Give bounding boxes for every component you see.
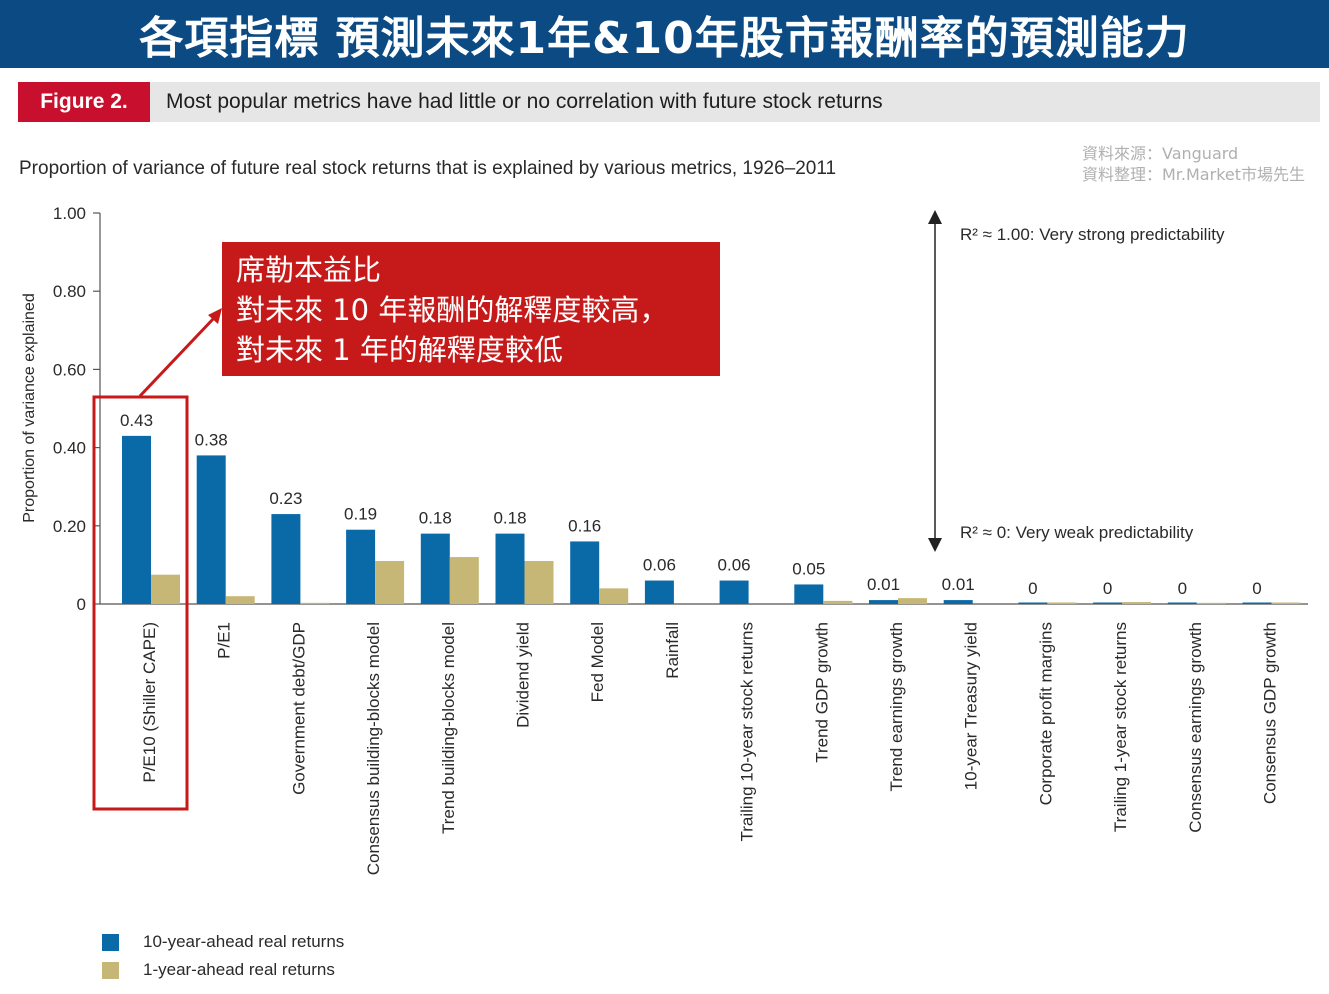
bar-10-year (1018, 602, 1048, 604)
legend-swatch-10-year (102, 933, 119, 951)
y-tick-label: 0.60 (53, 360, 86, 379)
data-label: 0.38 (195, 430, 228, 449)
bar-1-year (225, 596, 255, 604)
category-label: Consensus GDP growth (1261, 622, 1280, 804)
highlight-box (92, 395, 189, 811)
source-note: 資料來源：Vanguard 資料整理：Mr.Market市場先生 (1082, 143, 1305, 185)
bar-10-year (943, 600, 973, 604)
data-label: 0 (1252, 579, 1261, 598)
data-label: 0.01 (942, 575, 975, 594)
category-label: Dividend yield (514, 622, 533, 728)
y-tick-label: 1.00 (53, 204, 86, 223)
category-label: P/E10 (Shiller CAPE) (140, 622, 159, 783)
bar-10-year (346, 529, 376, 604)
category-label: Trend earnings growth (887, 622, 906, 791)
y-tick-label: 0.80 (53, 282, 86, 301)
category-label: Trend building-blocks model (439, 622, 458, 834)
y-tick-label: 0 (77, 595, 86, 614)
bar-1-year (524, 560, 554, 604)
category-label: 10-year Treasury yield (962, 622, 981, 790)
bar-1-year (1047, 602, 1077, 604)
legend-label-1-year: 1-year-ahead real returns (143, 960, 335, 979)
bar-10-year (420, 533, 450, 604)
bar-1-year (898, 598, 927, 604)
chart-legend: 10-year-ahead real returns 1-year-ahead … (102, 928, 344, 984)
data-label: 0.18 (493, 509, 526, 528)
y-tick-label: 0.20 (53, 517, 86, 536)
arrow-head-up (928, 210, 942, 224)
data-label: 0 (1103, 579, 1112, 598)
bar-10-year (122, 435, 151, 604)
callout-line-1: 席勒本益比 (236, 253, 382, 287)
category-label: Government debt/GDP (289, 622, 308, 795)
bar-10-year (869, 600, 898, 604)
annotation-strong: R² ≈ 1.00: Very strong predictability (960, 225, 1225, 244)
callout-box: 席勒本益比 對未來 10 年報酬的解釋度較高， 對未來 1 年的解釋度較低 (222, 242, 720, 376)
callout-arrow-line (138, 316, 216, 398)
bar-10-year (1242, 602, 1272, 604)
category-label: Rainfall (663, 622, 682, 679)
bar-10-year (271, 514, 301, 604)
bar-10-year (1093, 602, 1123, 604)
arrow-head-down (928, 538, 942, 552)
bar-1-year (1122, 602, 1152, 604)
bar-1-year (375, 560, 405, 604)
category-label: P/E1 (215, 622, 234, 659)
bar-10-year (719, 580, 749, 604)
chart-subtitle: Proportion of variance of future real st… (19, 158, 837, 179)
bar-1-year (1196, 602, 1226, 604)
figure-header: Figure 2. Most popular metrics have had … (18, 82, 1320, 122)
y-tick-label: 0.40 (53, 439, 86, 458)
legend-swatch-1-year (102, 961, 119, 979)
data-label: 0.05 (792, 559, 825, 578)
category-label: Trend GDP growth (812, 622, 831, 763)
bar-10-year (196, 455, 226, 604)
data-label: 0.16 (568, 516, 601, 535)
data-label: 0.43 (120, 411, 153, 430)
banner-title: 各項指標 預測未來1年&10年股市報酬率的預測能力 (139, 13, 1190, 64)
bar-10-year (1167, 602, 1197, 604)
callout-line-3: 對未來 1 年的解釋度較低 (236, 333, 563, 367)
source-line-2: 資料整理：Mr.Market市場先生 (1082, 165, 1306, 184)
category-label: Fed Model (588, 622, 607, 702)
bar-1-year (1271, 602, 1301, 604)
bar-1-year (449, 557, 479, 604)
legend-item-1-year: 1-year-ahead real returns (102, 956, 344, 984)
callout-arrow-head (208, 308, 222, 324)
data-label: 0.23 (269, 489, 302, 508)
data-label: 0.01 (867, 575, 900, 594)
bar-10-year (644, 580, 674, 604)
bar-10-year (794, 584, 824, 604)
category-label: Consensus earnings growth (1186, 622, 1205, 833)
annotation-weak: R² ≈ 0: Very weak predictability (960, 523, 1194, 542)
category-label: Trailing 10-year stock returns (738, 622, 757, 842)
callout-line-2: 對未來 10 年報酬的解釋度較高， (236, 293, 669, 327)
bar-1-year (151, 574, 180, 604)
bar-10-year (495, 533, 525, 604)
data-label: 0 (1178, 579, 1187, 598)
bar-1-year (823, 600, 853, 604)
header-banner: 各項指標 預測未來1年&10年股市報酬率的預測能力 (0, 0, 1329, 68)
source-line-1: 資料來源：Vanguard (1082, 144, 1239, 163)
bar-10-year (570, 541, 600, 604)
legend-label-10-year: 10-year-ahead real returns (143, 932, 345, 951)
legend-item-10-year: 10-year-ahead real returns (102, 928, 344, 956)
category-label: Consensus building-blocks model (364, 622, 383, 875)
figure-title: Most popular metrics have had little or … (166, 90, 883, 113)
data-label: 0.06 (643, 556, 676, 575)
figure-label: Figure 2. (18, 82, 150, 122)
y-axis-label: Proportion of variance explained (21, 293, 38, 522)
category-label: Corporate profit margins (1036, 622, 1055, 805)
bar-1-year (300, 602, 330, 604)
data-label: 0 (1028, 579, 1037, 598)
category-label: Trailing 1-year stock returns (1111, 622, 1130, 832)
data-label: 0.18 (419, 509, 452, 528)
data-label: 0.19 (344, 505, 377, 524)
data-label: 0.06 (718, 556, 751, 575)
bar-1-year (599, 588, 629, 604)
